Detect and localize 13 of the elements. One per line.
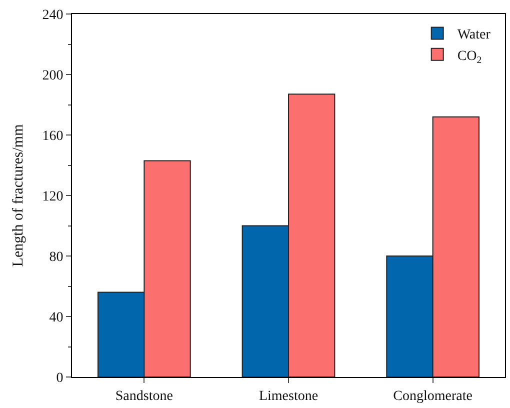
legend-label: Water bbox=[457, 28, 491, 43]
y-tick-label: 200 bbox=[42, 68, 64, 84]
x-tick-label: Sandstone bbox=[115, 388, 173, 404]
y-tick-label: 160 bbox=[42, 128, 64, 144]
x-tick-label: Limestone bbox=[258, 388, 318, 404]
y-tick-label: 120 bbox=[42, 189, 64, 204]
y-tick-label: 0 bbox=[56, 370, 64, 386]
y-tick-label: 40 bbox=[49, 310, 64, 326]
legend-label: CO$_{2}$ bbox=[457, 48, 482, 66]
x-tick-label: Conglomerate bbox=[393, 388, 472, 404]
y-tick-label: 240 bbox=[42, 8, 64, 23]
y-axis-title: Length of fractures/mm bbox=[10, 124, 26, 267]
y-tick-label: 80 bbox=[49, 250, 64, 265]
